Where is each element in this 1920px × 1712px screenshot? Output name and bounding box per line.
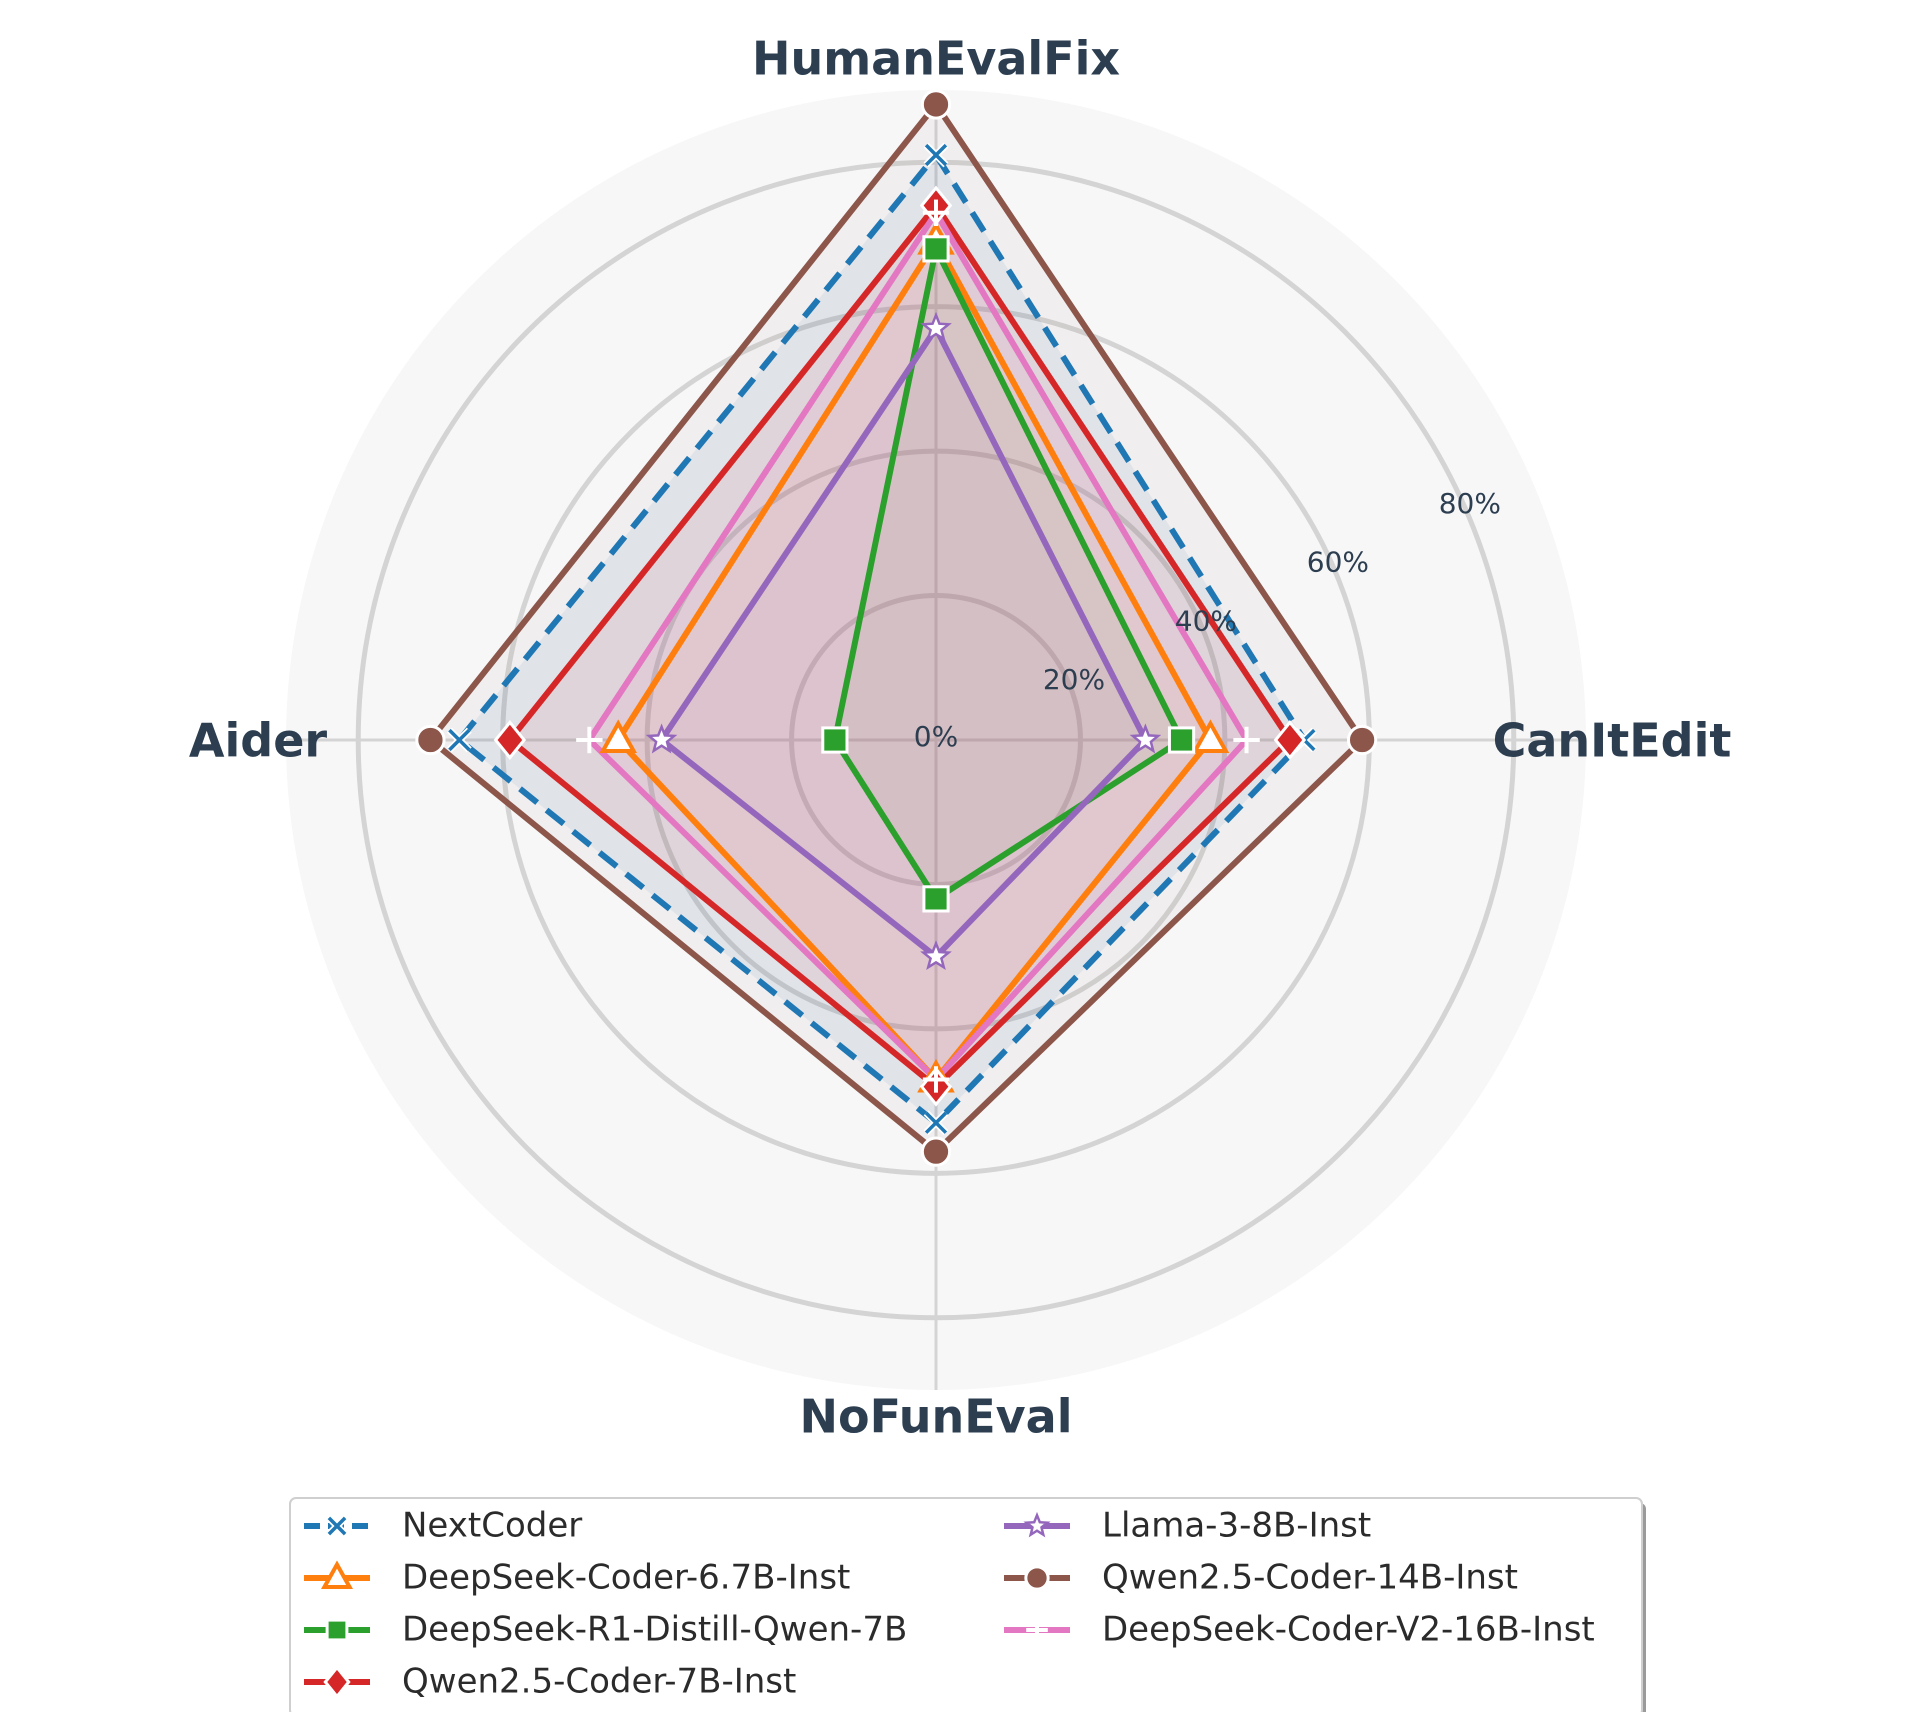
marker-qwen2-5-coder-7b-inst-canitedit xyxy=(1273,720,1307,760)
marker-nextcoder-nofuneval-b xyxy=(924,1111,948,1134)
tick-label-60: 60% xyxy=(1307,546,1369,579)
legend-entry-deepseek-coder-6-7b-inst: DeepSeek-Coder-6.7B-Inst xyxy=(304,1558,850,1598)
marker-deepseek-r1-distill-qwen-7b-humanevalfix xyxy=(922,235,950,263)
series-fill-deepseek-coder-6-7b-inst xyxy=(618,241,1211,1080)
axis-label-canitedit: CanItEdit xyxy=(1493,714,1732,768)
series-markers xyxy=(415,89,1378,1167)
legend-entry-deepseek-coder-v2-16b-inst: DeepSeek-Coder-V2-16B-Inst xyxy=(1004,1610,1595,1650)
axis-label-aider: Aider xyxy=(189,714,327,768)
marker-deepseek-coder-v2-16b-inst-aider xyxy=(576,726,603,754)
legend-marker-qwen2-5-coder-7b-inst xyxy=(323,1665,351,1699)
series-fill-qwen2-5-coder-14b-inst xyxy=(430,104,1363,1152)
tick-label-80: 80% xyxy=(1439,487,1501,520)
legend-entry-qwen2-5-coder-14b-inst: Qwen2.5-Coder-14B-Inst xyxy=(1004,1558,1518,1598)
marker-deepseek-coder-v2-16b-inst-nofuneval xyxy=(922,1066,950,1093)
tick-label-20: 20% xyxy=(1043,663,1105,696)
legend-label-deepseek-coder-6-7b-inst: DeepSeek-Coder-6.7B-Inst xyxy=(402,1558,850,1598)
marker-llama-3-8b-inst-canitedit xyxy=(1129,723,1162,754)
legend-label-llama-3-8b-inst: Llama-3-8B-Inst xyxy=(1102,1506,1371,1546)
axis-labels: HumanEvalFix CanItEdit NoFunEval Aider xyxy=(189,32,1731,1444)
radial-tick-labels: 0% 20% 40% 60% 80% xyxy=(914,487,1501,753)
marker-llama-3-8b-inst-aider xyxy=(645,723,678,754)
marker-nextcoder-aider xyxy=(446,727,472,753)
tick-label-0: 0% xyxy=(914,720,958,753)
marker-nextcoder-aider-b xyxy=(448,728,471,752)
marker-nextcoder-nofuneval xyxy=(923,1110,949,1136)
legend-marker-nextcoder xyxy=(326,1515,348,1537)
marker-qwen2-5-coder-14b-inst-canitedit xyxy=(1346,724,1378,756)
legend-entry-nextcoder: NextCoder xyxy=(304,1506,582,1546)
series-fill-llama-3-8b-inst xyxy=(661,328,1146,957)
legend-label-deepseek-coder-v2-16b-inst: DeepSeek-Coder-V2-16B-Inst xyxy=(1102,1610,1595,1650)
marker-deepseek-coder-6-7b-inst-canitedit xyxy=(1191,719,1230,753)
legend-entry-qwen2-5-coder-7b-inst: Qwen2.5-Coder-7B-Inst xyxy=(304,1662,796,1702)
legend-marker-qwen2-5-coder-14b-inst xyxy=(1024,1565,1050,1591)
series-fill-deepseek-r1-distill-qwen-7b xyxy=(834,248,1182,899)
series-fills xyxy=(430,104,1363,1152)
legend-entry-llama-3-8b-inst: Llama-3-8B-Inst xyxy=(1004,1506,1371,1546)
marker-qwen2-5-coder-14b-inst-aider xyxy=(415,724,446,756)
marker-llama-3-8b-inst-nofuneval xyxy=(920,940,952,971)
series-fill-qwen2-5-coder-7b-inst xyxy=(509,205,1290,1087)
marker-deepseek-coder-v2-16b-inst-humanevalfix xyxy=(922,199,950,226)
legend-label-nextcoder: NextCoder xyxy=(402,1506,582,1546)
marker-deepseek-coder-6-7b-inst-aider xyxy=(599,719,638,753)
marker-deepseek-coder-v2-16b-inst-canitedit xyxy=(1233,726,1260,754)
legend-entry-deepseek-r1-distill-qwen-7b: DeepSeek-R1-Distill-Qwen-7B xyxy=(304,1610,907,1650)
marker-llama-3-8b-inst-humanevalfix xyxy=(920,311,952,342)
axis-label-nofuneval: NoFunEval xyxy=(800,1390,1073,1444)
tick-label-40: 40% xyxy=(1175,604,1237,637)
legend: NextCoder DeepSeek-Coder-6.7B-Inst DeepSee… xyxy=(289,1497,1646,1712)
marker-qwen2-5-coder-14b-inst-humanevalfix xyxy=(920,89,952,120)
series-fill-deepseek-coder-v2-16b-inst xyxy=(589,212,1247,1080)
marker-deepseek-r1-distill-qwen-7b-canitedit xyxy=(1167,726,1196,754)
marker-deepseek-r1-distill-qwen-7b-nofuneval xyxy=(922,885,950,913)
marker-nextcoder-humanevalfix-b xyxy=(924,143,948,167)
legend-marker-llama-3-8b-inst xyxy=(1023,1511,1051,1538)
legend-label-deepseek-r1-distill-qwen-7b: DeepSeek-R1-Distill-Qwen-7B xyxy=(402,1610,907,1650)
marker-nextcoder-humanevalfix xyxy=(923,142,949,168)
axis-label-humanevalfix: HumanEvalFix xyxy=(752,32,1120,86)
legend-label-qwen2-5-coder-7b-inst: Qwen2.5-Coder-7B-Inst xyxy=(402,1662,796,1702)
series-line-nextcoder xyxy=(455,149,1309,1127)
legend-marker-deepseek-coder-v2-16b-inst xyxy=(1026,1619,1048,1641)
legend-marker-deepseek-coder-6-7b-inst xyxy=(320,1560,354,1589)
legend-label-qwen2-5-coder-14b-inst: Qwen2.5-Coder-14B-Inst xyxy=(1102,1558,1518,1598)
legend-marker-deepseek-r1-distill-qwen-7b xyxy=(325,1618,349,1642)
legend-marker-nextcoder-b xyxy=(327,1516,347,1536)
marker-qwen2-5-coder-7b-inst-aider xyxy=(493,720,527,760)
legend-box xyxy=(289,1497,1643,1712)
marker-deepseek-r1-distill-qwen-7b-aider xyxy=(821,726,849,754)
marker-qwen2-5-coder-14b-inst-nofuneval xyxy=(920,1136,952,1167)
